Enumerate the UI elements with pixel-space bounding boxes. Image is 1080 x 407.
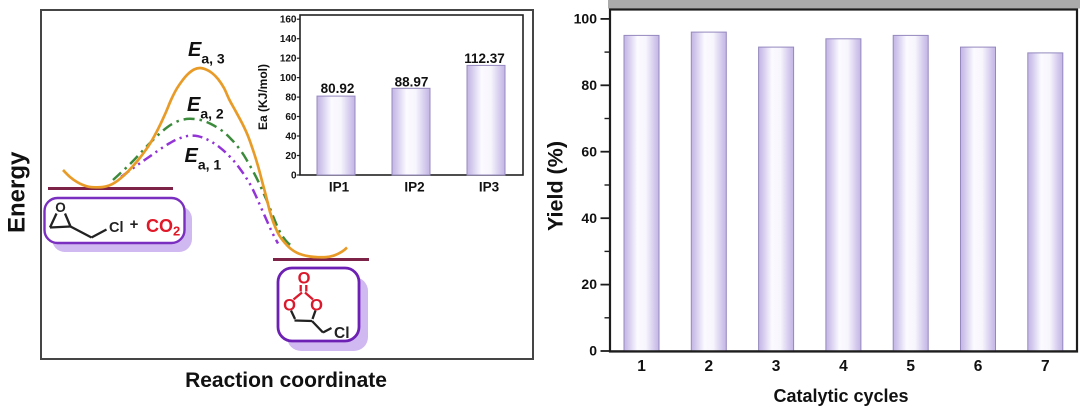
svg-text:Reaction coordinate: Reaction coordinate	[185, 369, 387, 392]
svg-text:Catalytic cycles: Catalytic cycles	[773, 386, 908, 406]
svg-text:+: +	[130, 216, 139, 233]
svg-text:20: 20	[285, 151, 297, 162]
svg-text:2: 2	[704, 358, 713, 375]
svg-text:CO2: CO2	[146, 216, 180, 239]
svg-text:80.92: 80.92	[321, 81, 355, 96]
svg-text:IP2: IP2	[404, 180, 424, 195]
svg-text:80: 80	[285, 93, 297, 104]
svg-text:100: 100	[574, 11, 598, 27]
svg-text:O: O	[283, 297, 296, 315]
svg-text:112.37: 112.37	[464, 51, 505, 66]
svg-text:60: 60	[581, 143, 597, 159]
svg-text:Ea, 2: Ea, 2	[187, 94, 224, 121]
svg-text:Ea (KJ/mol): Ea (KJ/mol)	[256, 64, 270, 130]
svg-text:7: 7	[1041, 358, 1050, 375]
svg-text:120: 120	[280, 54, 297, 65]
svg-text:Cl: Cl	[109, 220, 124, 236]
svg-text:Energy: Energy	[4, 151, 31, 233]
svg-text:Ea, 1: Ea, 1	[185, 145, 222, 172]
svg-text:Ea, 3: Ea, 3	[188, 39, 225, 66]
svg-text:20: 20	[581, 276, 597, 292]
svg-text:0: 0	[291, 170, 297, 181]
svg-text:O: O	[298, 270, 311, 288]
svg-text:IP3: IP3	[479, 180, 500, 195]
svg-text:O: O	[310, 297, 323, 315]
svg-text:6: 6	[974, 358, 983, 375]
svg-text:60: 60	[285, 112, 297, 123]
svg-text:88.97: 88.97	[395, 75, 429, 90]
svg-text:O: O	[55, 200, 66, 215]
svg-text:40: 40	[285, 131, 297, 142]
svg-text:140: 140	[280, 34, 297, 45]
svg-text:IP1: IP1	[329, 180, 350, 195]
svg-text:Cl: Cl	[334, 325, 350, 342]
svg-text:40: 40	[581, 210, 597, 226]
svg-text:4: 4	[839, 358, 848, 375]
svg-text:80: 80	[581, 77, 597, 93]
svg-text:1: 1	[637, 358, 646, 375]
svg-text:3: 3	[772, 358, 781, 375]
svg-text:Yield (%): Yield (%)	[544, 141, 568, 231]
svg-text:160: 160	[280, 15, 297, 26]
svg-text:100: 100	[280, 73, 297, 84]
svg-text:0: 0	[589, 343, 597, 359]
svg-text:5: 5	[906, 358, 915, 375]
